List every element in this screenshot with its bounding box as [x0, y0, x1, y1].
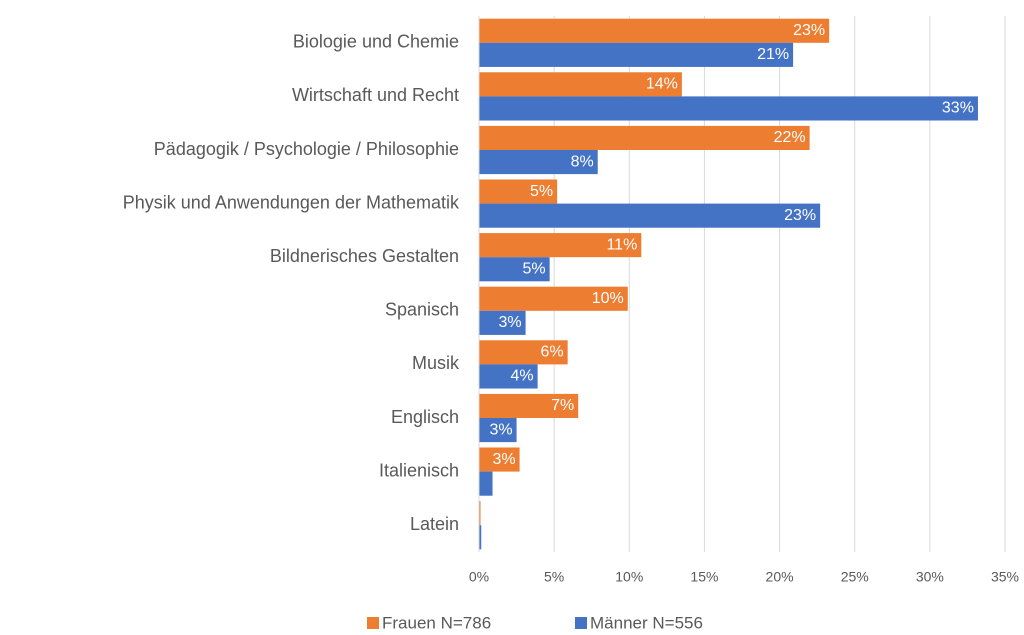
category-label: Bildnerisches Gestalten: [270, 246, 459, 266]
legend-label: Männer N=556: [590, 613, 703, 632]
bar: [479, 96, 978, 121]
category-label: Spanisch: [385, 300, 459, 320]
x-tick-label: 20%: [766, 569, 794, 585]
category-label: Englisch: [391, 407, 459, 427]
legend-swatch: [575, 617, 587, 629]
bar: [479, 72, 682, 97]
data-label: 3%: [492, 451, 515, 468]
bar: [479, 418, 517, 443]
bar: [479, 447, 520, 472]
category-label: Latein: [410, 514, 459, 534]
bar: [479, 340, 568, 365]
bar: [479, 179, 558, 204]
category-label: Wirtschaft und Recht: [292, 85, 459, 105]
bar: [479, 525, 482, 550]
x-tick-label: 25%: [841, 569, 869, 585]
data-label: 5%: [530, 183, 553, 200]
bar: [479, 203, 821, 228]
data-label: 7%: [551, 397, 574, 414]
x-tick-label: 35%: [991, 569, 1019, 585]
x-tick-label: 10%: [615, 569, 643, 585]
data-label: 5%: [523, 260, 546, 277]
x-tick-label: 0%: [469, 569, 489, 585]
data-label: 10%: [592, 290, 624, 307]
bar: [479, 364, 538, 389]
bar: [479, 393, 579, 418]
data-label: 14%: [646, 76, 678, 93]
category-label: Musik: [412, 353, 460, 373]
category-label: Physik und Anwendungen der Mathematik: [123, 192, 460, 212]
bar: [479, 257, 550, 282]
category-label: Italienisch: [379, 460, 459, 480]
data-label: 23%: [784, 207, 816, 224]
x-tick-label: 30%: [916, 569, 944, 585]
data-label: 4%: [510, 368, 533, 385]
data-label: 22%: [774, 129, 806, 146]
bar: [479, 310, 526, 335]
x-tick-label: 5%: [544, 569, 564, 585]
data-label: 6%: [541, 344, 564, 361]
category-label: Pädagogik / Psychologie / Philosophie: [154, 139, 459, 159]
data-label: 3%: [498, 314, 521, 331]
x-tick-label: 15%: [690, 569, 718, 585]
bar: [479, 471, 493, 496]
legend-label: Frauen N=786: [382, 613, 491, 632]
bar: [479, 150, 598, 175]
data-label: 8%: [571, 153, 594, 170]
bar: [479, 233, 642, 258]
data-label: 11%: [606, 236, 637, 253]
legend-swatch: [367, 617, 379, 629]
data-label: 3%: [489, 421, 512, 438]
bar: [479, 501, 481, 526]
bar: [479, 286, 628, 311]
bar: [479, 42, 794, 67]
data-label: 33%: [942, 100, 974, 117]
data-label: 23%: [793, 22, 825, 39]
bar: [479, 18, 830, 43]
category-label: Biologie und Chemie: [293, 32, 459, 52]
bar: [479, 125, 810, 150]
data-label: 21%: [757, 46, 789, 63]
